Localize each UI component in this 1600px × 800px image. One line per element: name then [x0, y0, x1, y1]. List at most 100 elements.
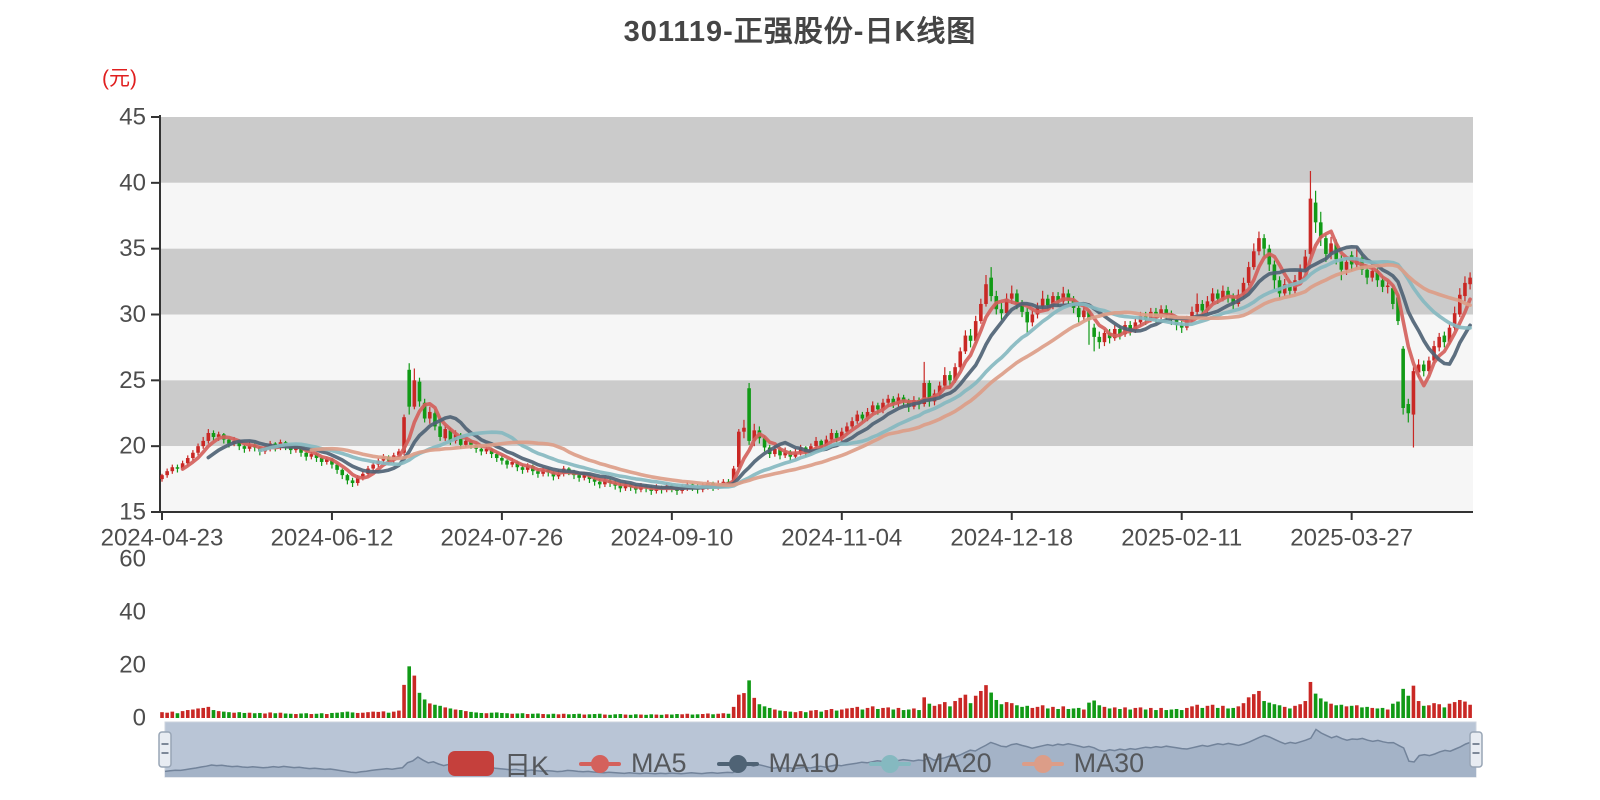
legend-item-kline[interactable]: 日K — [448, 744, 549, 783]
volume-bar — [1355, 705, 1359, 718]
volume-bar — [1344, 706, 1349, 718]
candle-body — [314, 454, 319, 459]
candle-body — [319, 458, 324, 462]
volume-bar — [438, 705, 442, 718]
volume-bar — [716, 713, 720, 718]
volume-bar — [345, 711, 350, 718]
legend-item-ma30[interactable]: MA30 — [1021, 748, 1144, 779]
volume-bar — [747, 680, 751, 718]
volume-bar — [330, 712, 334, 718]
volume-bar — [1463, 701, 1467, 718]
candle-body — [1102, 332, 1107, 343]
candle-body — [1030, 314, 1035, 323]
volume-bar — [845, 708, 849, 718]
candle-body — [1221, 290, 1225, 299]
candle-body — [1344, 261, 1349, 270]
legend-item-ma20[interactable]: MA20 — [869, 748, 992, 779]
volume-bar — [685, 713, 690, 718]
candle-body — [371, 464, 375, 469]
volume-bar — [196, 708, 200, 718]
volume-bar — [958, 697, 963, 718]
candle-body — [479, 448, 484, 452]
volume-bar — [1015, 705, 1019, 718]
candle-body — [1015, 293, 1019, 304]
candle-body — [1391, 288, 1395, 304]
y-axis-label: 35 — [119, 235, 146, 262]
candlestick-legend-icon — [448, 751, 494, 776]
candle-body — [1339, 259, 1344, 270]
candle-body — [1370, 271, 1375, 278]
volume-bar — [1154, 710, 1158, 718]
candle-body — [783, 451, 787, 456]
candle-body — [165, 471, 169, 476]
navigator-right-handle[interactable] — [1469, 731, 1483, 768]
candle-body — [1009, 293, 1014, 299]
candle-body — [180, 463, 185, 469]
volume-bar — [1391, 703, 1395, 718]
volume-bar — [788, 711, 793, 718]
candle-body — [1277, 280, 1282, 294]
candle-body — [1097, 336, 1102, 343]
candle-body — [1380, 280, 1385, 287]
candle-body — [1313, 202, 1318, 223]
candle-body — [1282, 284, 1287, 294]
volume-bar — [268, 712, 272, 718]
volume-bar — [1009, 703, 1014, 718]
x-axis-label: 2024-04-23 — [101, 525, 224, 552]
volume-bar — [1318, 698, 1323, 718]
volume-bar — [762, 706, 767, 718]
volume-bar — [520, 713, 525, 718]
volume-bar — [216, 711, 221, 718]
legend-item-ma5[interactable]: MA5 — [579, 748, 687, 779]
volume-bar — [227, 712, 231, 718]
ma30-line — [309, 263, 1472, 487]
volume-bar — [561, 713, 566, 718]
candle-body — [1179, 325, 1184, 328]
legend-label: MA5 — [631, 748, 687, 778]
volume-bar — [700, 714, 705, 718]
navigator-left-handle[interactable] — [158, 731, 172, 768]
candle-body — [618, 485, 623, 489]
data-zoom-navigator[interactable] — [158, 721, 1483, 778]
x-axis-label: 2025-03-27 — [1290, 525, 1413, 552]
candle-body — [525, 465, 530, 470]
candle-body — [458, 435, 463, 445]
volume-bar — [891, 709, 896, 718]
candle-body — [1092, 327, 1096, 337]
volume-bar — [1288, 708, 1292, 718]
volume-bar — [458, 710, 463, 718]
volume-bar — [850, 707, 854, 718]
volume-bar — [448, 708, 453, 718]
volume-bar — [1339, 704, 1344, 718]
volume-bar — [876, 708, 880, 718]
candle-body — [227, 439, 231, 444]
volume-bar — [1236, 706, 1241, 718]
volume-bar — [927, 703, 932, 718]
volume-bar — [288, 713, 293, 718]
candle-body — [603, 480, 607, 485]
volume-bar — [428, 703, 432, 718]
candle-body — [1442, 335, 1447, 343]
legend-item-ma10[interactable]: MA10 — [716, 748, 840, 779]
legend-label: MA10 — [768, 748, 840, 778]
volume-bar — [675, 714, 679, 718]
volume-bar — [1118, 708, 1122, 718]
volume-bar — [185, 710, 190, 718]
volume-bar — [1020, 706, 1024, 718]
line-legend-icon — [716, 751, 759, 777]
volume-bar — [597, 713, 602, 718]
candle-body — [989, 277, 993, 297]
volume-bar — [1303, 701, 1308, 718]
volume-bar — [1046, 708, 1050, 718]
volume-bar — [608, 714, 612, 718]
volume-bar — [1262, 701, 1266, 718]
volume-bar — [1324, 701, 1328, 718]
volume-bar — [870, 706, 875, 718]
volume-bar — [361, 712, 365, 718]
candle-body — [443, 429, 448, 439]
volume-bar — [984, 685, 988, 718]
volume-bar — [242, 712, 247, 718]
candle-body — [870, 405, 875, 412]
volume-bar — [1179, 710, 1184, 718]
